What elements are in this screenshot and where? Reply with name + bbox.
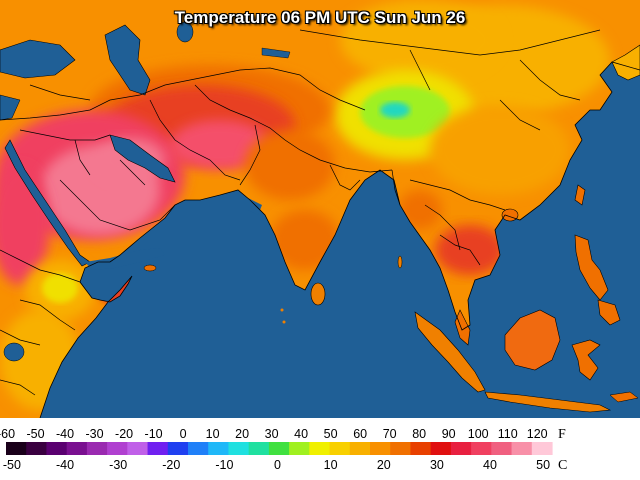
color-bar-segment <box>66 442 88 455</box>
temperature-legend: -60-50-40-30-20-100102030405060708090100… <box>0 418 640 480</box>
color-bar <box>6 442 553 455</box>
coastline <box>39 61 640 418</box>
color-bar-segment <box>370 442 391 455</box>
celsius-tick-label: 0 <box>274 458 281 472</box>
color-bar-segment <box>208 442 230 455</box>
color-bar-segment <box>248 442 270 455</box>
fahrenheit-tick-label: 0 <box>180 427 187 441</box>
color-bar-segment <box>309 442 331 455</box>
color-bar-segment <box>268 442 290 455</box>
color-bar-segment <box>511 442 533 455</box>
celsius-tick-label: -40 <box>56 458 74 472</box>
inland-water <box>0 21 291 362</box>
color-bar-segment <box>127 442 149 455</box>
fahrenheit-tick-label: 100 <box>468 427 489 441</box>
celsius-tick-label: 20 <box>377 458 391 472</box>
color-bar-segment <box>86 442 108 455</box>
map-title: Temperature 06 PM UTC Sun Jun 26 <box>174 8 466 27</box>
fahrenheit-tick-label: 20 <box>235 427 249 441</box>
fahrenheit-tick-label: 10 <box>206 427 220 441</box>
fahrenheit-unit: F <box>558 427 566 442</box>
fahrenheit-tick-label: -20 <box>115 427 133 441</box>
fahrenheit-tick-label: -40 <box>56 427 74 441</box>
celsius-tick-label: -10 <box>215 458 233 472</box>
celsius-tick-label: -30 <box>109 458 127 472</box>
color-bar-segment <box>430 442 452 455</box>
celsius-tick-label: 10 <box>324 458 338 472</box>
fahrenheit-tick-label: 50 <box>324 427 338 441</box>
fahrenheit-tick-label: 90 <box>442 427 456 441</box>
fahrenheit-tick-label: 30 <box>265 427 279 441</box>
celsius-tick-label: 40 <box>483 458 497 472</box>
color-bar-segment <box>26 442 48 455</box>
fahrenheit-tick-label: 80 <box>412 427 426 441</box>
celsius-tick-label: 30 <box>430 458 444 472</box>
color-bar-segment <box>491 442 513 455</box>
celsius-tick-label: -20 <box>162 458 180 472</box>
fahrenheit-tick-labels: -60 -50 -40 -30 -20 -10 0 10 20 30 40 50 60 70 80 90 100… <box>0 427 548 441</box>
color-bar-segment <box>450 442 472 455</box>
color-bar-segment <box>329 442 351 455</box>
color-bar-segment <box>46 442 68 455</box>
color-bar-segment <box>188 442 209 455</box>
color-bar-segment <box>228 442 250 455</box>
color-bar-segment <box>471 442 492 455</box>
fahrenheit-tick-label: -10 <box>145 427 163 441</box>
celsius-unit: C <box>558 458 567 473</box>
color-bar-segment <box>531 442 553 455</box>
celsius-tick-labels: -50 -40 -30 -20 -10 0 10 20 30 40 50 <box>3 458 550 472</box>
celsius-tick-label: -50 <box>3 458 21 472</box>
color-bar-segment <box>147 442 169 455</box>
celsius-tick-label: 50 <box>536 458 550 472</box>
color-bar-segment <box>167 442 189 455</box>
color-bar-segment <box>349 442 371 455</box>
fahrenheit-tick-label: 70 <box>383 427 397 441</box>
fahrenheit-tick-label: -30 <box>85 427 103 441</box>
fahrenheit-tick-label: 40 <box>294 427 308 441</box>
fahrenheit-tick-label: 110 <box>498 427 518 441</box>
fahrenheit-tick-label: 60 <box>353 427 367 441</box>
color-bar-segment <box>289 442 310 455</box>
temperature-map <box>0 0 640 418</box>
color-bar-segment <box>6 442 27 455</box>
color-bar-segment <box>410 442 432 455</box>
fahrenheit-tick-label: -60 <box>0 427 15 441</box>
country-borders <box>0 29 601 396</box>
color-bar-segment <box>107 442 128 455</box>
fahrenheit-tick-label: -50 <box>26 427 44 441</box>
color-bar-segment <box>390 442 412 455</box>
fahrenheit-tick-label: 120 <box>527 427 548 441</box>
